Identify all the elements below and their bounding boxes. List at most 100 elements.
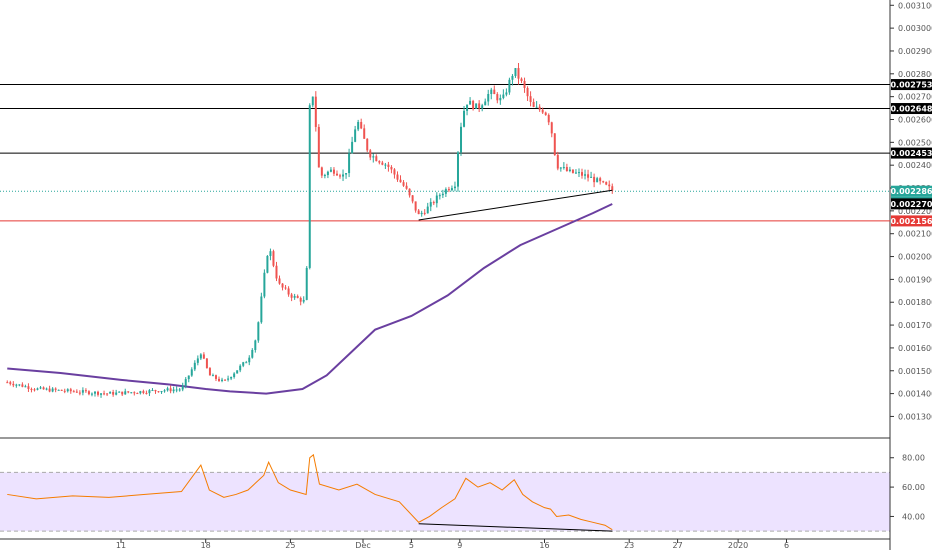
- candle-body: [375, 156, 378, 162]
- candle-body: [490, 89, 493, 95]
- candle-body: [399, 179, 402, 183]
- candle-body: [429, 202, 432, 207]
- candle-body: [320, 167, 323, 176]
- x-tick-label: 25: [285, 541, 295, 550]
- candle-body: [296, 296, 299, 298]
- candle-body: [284, 287, 287, 289]
- candle-body: [538, 106, 541, 110]
- candle-body: [224, 379, 227, 381]
- candle-body: [18, 384, 21, 386]
- candle-body: [342, 174, 345, 177]
- candle-body: [193, 362, 196, 370]
- axes-layer: [0, 0, 891, 550]
- candle-body: [514, 68, 517, 76]
- x-tick-label: 11: [116, 541, 126, 550]
- candle-body: [230, 377, 233, 379]
- candle-body: [60, 389, 63, 391]
- price-levels-layer: [0, 84, 890, 222]
- y-tick-label: 0.001300: [898, 412, 932, 421]
- moving-average-line: [7, 203, 613, 395]
- candle-body: [517, 68, 520, 79]
- candle-body: [411, 195, 414, 202]
- candle-body: [278, 278, 281, 284]
- candle-body: [266, 255, 269, 273]
- candle-body: [242, 362, 245, 366]
- candle-body: [239, 365, 242, 371]
- candle-body: [202, 354, 205, 359]
- candle-body: [423, 212, 426, 214]
- candle-body: [190, 369, 193, 376]
- candles-layer: [6, 62, 614, 398]
- rsi-band-layer: [0, 471, 890, 532]
- candle-body: [63, 390, 66, 392]
- candle-body: [366, 138, 369, 151]
- candle-body: [520, 78, 523, 81]
- candle-body: [596, 178, 599, 183]
- candle-body: [81, 390, 84, 393]
- candle-body: [106, 393, 109, 395]
- candle-body: [571, 169, 574, 173]
- candle-body: [378, 161, 381, 163]
- resistance-badge-bg: [891, 103, 932, 115]
- rsi-layer: [7, 453, 613, 532]
- candle-body: [54, 388, 57, 390]
- resistance-badge-label: 0.002753: [890, 81, 932, 90]
- candle-body: [605, 182, 608, 185]
- candle-body: [456, 152, 459, 187]
- candle-body: [481, 105, 484, 109]
- candle-body: [48, 388, 51, 392]
- candle-body: [499, 97, 502, 101]
- candle-body: [133, 392, 136, 394]
- candle-body: [505, 92, 508, 95]
- candle-body: [130, 392, 133, 394]
- candle-body: [260, 296, 263, 323]
- candle-body: [384, 164, 387, 166]
- candle-body: [124, 391, 127, 395]
- candle-body: [172, 389, 175, 392]
- x-tick-label: Dec: [355, 541, 370, 550]
- candle-body: [290, 294, 293, 298]
- candle-body: [339, 175, 342, 177]
- candle-body: [584, 174, 587, 176]
- candle-body: [272, 251, 275, 266]
- candle-body: [263, 272, 266, 297]
- candle-body: [163, 390, 166, 392]
- candle-body: [535, 106, 538, 108]
- candle-body: [175, 389, 178, 391]
- candle-body: [496, 94, 499, 101]
- candle-body: [145, 392, 148, 394]
- candle-body: [426, 206, 429, 214]
- candle-body: [9, 382, 12, 384]
- candle-body: [196, 358, 199, 363]
- candle-body: [466, 104, 469, 111]
- candle-body: [199, 354, 202, 359]
- candle-body: [508, 79, 511, 93]
- candle-body: [390, 166, 393, 170]
- candle-body: [24, 386, 27, 388]
- candle-body: [568, 169, 571, 171]
- candle-body: [502, 94, 505, 98]
- candle-body: [57, 389, 60, 391]
- x-tick-label: 16: [539, 541, 549, 550]
- resistance-badge-bg: [891, 147, 932, 159]
- candle-body: [21, 384, 24, 387]
- candle-body: [151, 390, 154, 392]
- candle-body: [484, 101, 487, 106]
- candle-body: [541, 109, 544, 113]
- candle-body: [66, 389, 69, 392]
- candle-body: [405, 185, 408, 189]
- candle-body: [236, 370, 239, 374]
- candle-body: [299, 297, 302, 302]
- candle-body: [142, 391, 145, 393]
- candle-body: [493, 89, 496, 95]
- candle-body: [372, 156, 375, 158]
- candle-body: [160, 391, 163, 393]
